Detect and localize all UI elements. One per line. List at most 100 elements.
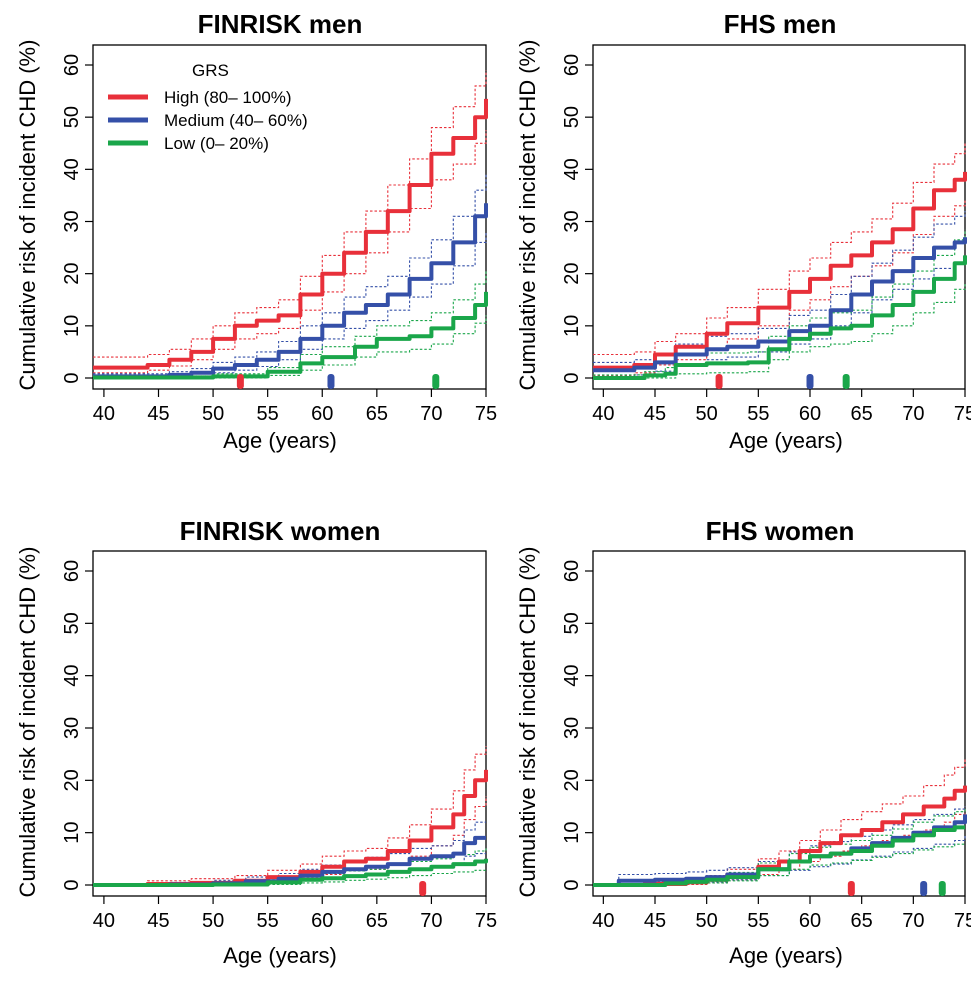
x-tick-label: 60 bbox=[799, 403, 821, 425]
x-tick-label: 40 bbox=[592, 910, 614, 932]
y-tick-label: 40 bbox=[561, 665, 583, 687]
x-tick-label: 60 bbox=[799, 910, 821, 932]
x-tick-label: 70 bbox=[902, 910, 924, 932]
y-tick-label: 60 bbox=[61, 54, 83, 76]
panel-finrisk-men: FINRISK men Cumulative risk of incident … bbox=[15, 9, 497, 453]
x-tick-label: 50 bbox=[202, 403, 224, 425]
ci-upper-low bbox=[593, 229, 966, 376]
median-marker-high bbox=[419, 881, 427, 896]
x-tick-label: 55 bbox=[257, 403, 279, 425]
y-tick-label: 40 bbox=[561, 158, 583, 180]
x-axis-label: Age (years) bbox=[223, 943, 337, 968]
y-axis-label: Cumulative risk of incident CHD (%) bbox=[15, 547, 40, 898]
median-age-markers bbox=[419, 881, 427, 896]
y-tick-label: 20 bbox=[61, 769, 83, 791]
plot-frame bbox=[92, 550, 487, 897]
axis-ticks: 40 45 50 55 60 65 70 75 0 10 20 30 40 50 60 bbox=[61, 560, 497, 932]
y-tick-label: 20 bbox=[61, 263, 83, 285]
y-tick-label: 10 bbox=[561, 822, 583, 844]
x-axis-label: Age (years) bbox=[729, 943, 843, 968]
series-line-low bbox=[93, 858, 488, 887]
x-axis-label: Age (years) bbox=[729, 428, 843, 453]
ci-upper-high bbox=[593, 143, 966, 356]
ci-lower-low bbox=[93, 315, 487, 379]
plot-frame bbox=[592, 44, 966, 390]
ci-upper-high bbox=[93, 70, 487, 358]
y-tick-label: 60 bbox=[561, 54, 583, 76]
x-tick-label: 45 bbox=[644, 403, 666, 425]
y-axis-label: Cumulative risk of incident CHD (%) bbox=[515, 40, 540, 391]
y-axis-label: Cumulative risk of incident CHD (%) bbox=[515, 547, 540, 898]
series-line-low bbox=[593, 255, 967, 380]
x-tick-label: 55 bbox=[257, 910, 279, 932]
legend-entry-high: High (80– 100%) bbox=[164, 88, 292, 107]
y-tick-label: 0 bbox=[61, 879, 83, 890]
legend: GRS High (80– 100%) Medium (40– 60%) Low… bbox=[108, 61, 308, 153]
median-marker-low bbox=[938, 881, 946, 896]
confidence-bands bbox=[93, 746, 487, 886]
legend-entry-low: Low (0– 20%) bbox=[164, 134, 269, 153]
median-marker-high bbox=[715, 374, 723, 389]
plot-frame bbox=[592, 550, 966, 897]
median-age-markers bbox=[847, 881, 946, 896]
x-tick-label: 45 bbox=[147, 910, 169, 932]
series-line-low bbox=[93, 291, 488, 380]
y-tick-label: 40 bbox=[61, 665, 83, 687]
y-tick-label: 30 bbox=[61, 717, 83, 739]
y-tick-label: 0 bbox=[561, 372, 583, 383]
y-tick-label: 50 bbox=[561, 106, 583, 128]
ci-lower-high bbox=[93, 130, 487, 374]
y-tick-label: 30 bbox=[561, 210, 583, 232]
ci-upper-high bbox=[93, 746, 487, 886]
y-axis-label: Cumulative risk of incident CHD (%) bbox=[15, 40, 40, 391]
y-tick-label: 20 bbox=[561, 263, 583, 285]
x-tick-label: 55 bbox=[747, 403, 769, 425]
risk-curves bbox=[593, 171, 967, 380]
ci-upper-low bbox=[93, 271, 487, 377]
series-line-high bbox=[593, 171, 967, 370]
y-tick-label: 40 bbox=[61, 158, 83, 180]
x-tick-label: 50 bbox=[696, 403, 718, 425]
legend-entry-medium: Medium (40– 60%) bbox=[164, 111, 308, 130]
ci-upper-medium bbox=[93, 174, 487, 375]
x-tick-label: 75 bbox=[475, 403, 497, 425]
risk-curves bbox=[593, 785, 967, 887]
x-tick-label: 55 bbox=[747, 910, 769, 932]
y-tick-label: 50 bbox=[61, 612, 83, 634]
ci-lower-high bbox=[593, 809, 966, 886]
series-line-low bbox=[593, 825, 965, 887]
y-tick-label: 10 bbox=[61, 315, 83, 337]
series-line-medium bbox=[593, 814, 967, 887]
series-line-high bbox=[93, 98, 488, 370]
x-tick-label: 50 bbox=[696, 910, 718, 932]
y-tick-label: 10 bbox=[61, 822, 83, 844]
x-tick-label: 40 bbox=[93, 403, 115, 425]
median-marker-high bbox=[236, 374, 244, 389]
axis-ticks: 40 45 50 55 60 65 70 75 0 10 20 30 40 50 60 bbox=[561, 54, 971, 425]
x-tick-label: 45 bbox=[147, 403, 169, 425]
ci-upper-medium bbox=[593, 806, 966, 886]
x-axis-label: Age (years) bbox=[223, 428, 337, 453]
median-marker-medium bbox=[806, 374, 814, 389]
y-tick-label: 0 bbox=[561, 879, 583, 890]
ci-lower-low bbox=[93, 869, 487, 886]
y-tick-label: 60 bbox=[561, 560, 583, 582]
x-tick-label: 40 bbox=[93, 910, 115, 932]
y-tick-label: 50 bbox=[61, 106, 83, 128]
axis-ticks: 40 45 50 55 60 65 70 75 0 10 20 30 40 50 60 bbox=[561, 560, 971, 932]
panel-fhs-women: FHS women Cumulative risk of incident CH… bbox=[515, 516, 971, 968]
median-marker-low bbox=[842, 374, 850, 389]
median-marker-medium bbox=[327, 374, 335, 389]
y-tick-label: 30 bbox=[561, 717, 583, 739]
series-line-medium bbox=[93, 203, 488, 379]
x-tick-label: 75 bbox=[475, 910, 497, 932]
x-tick-label: 50 bbox=[202, 910, 224, 932]
axis-ticks: 40 45 50 55 60 65 70 75 0 10 20 30 40 50 60 bbox=[61, 54, 497, 425]
x-tick-label: 65 bbox=[366, 403, 388, 425]
ci-lower-low bbox=[593, 284, 966, 379]
panel-title: FHS women bbox=[706, 516, 855, 546]
x-tick-label: 65 bbox=[366, 910, 388, 932]
panel-title: FINRISK women bbox=[180, 516, 381, 546]
panel-title: FINRISK men bbox=[198, 9, 363, 39]
